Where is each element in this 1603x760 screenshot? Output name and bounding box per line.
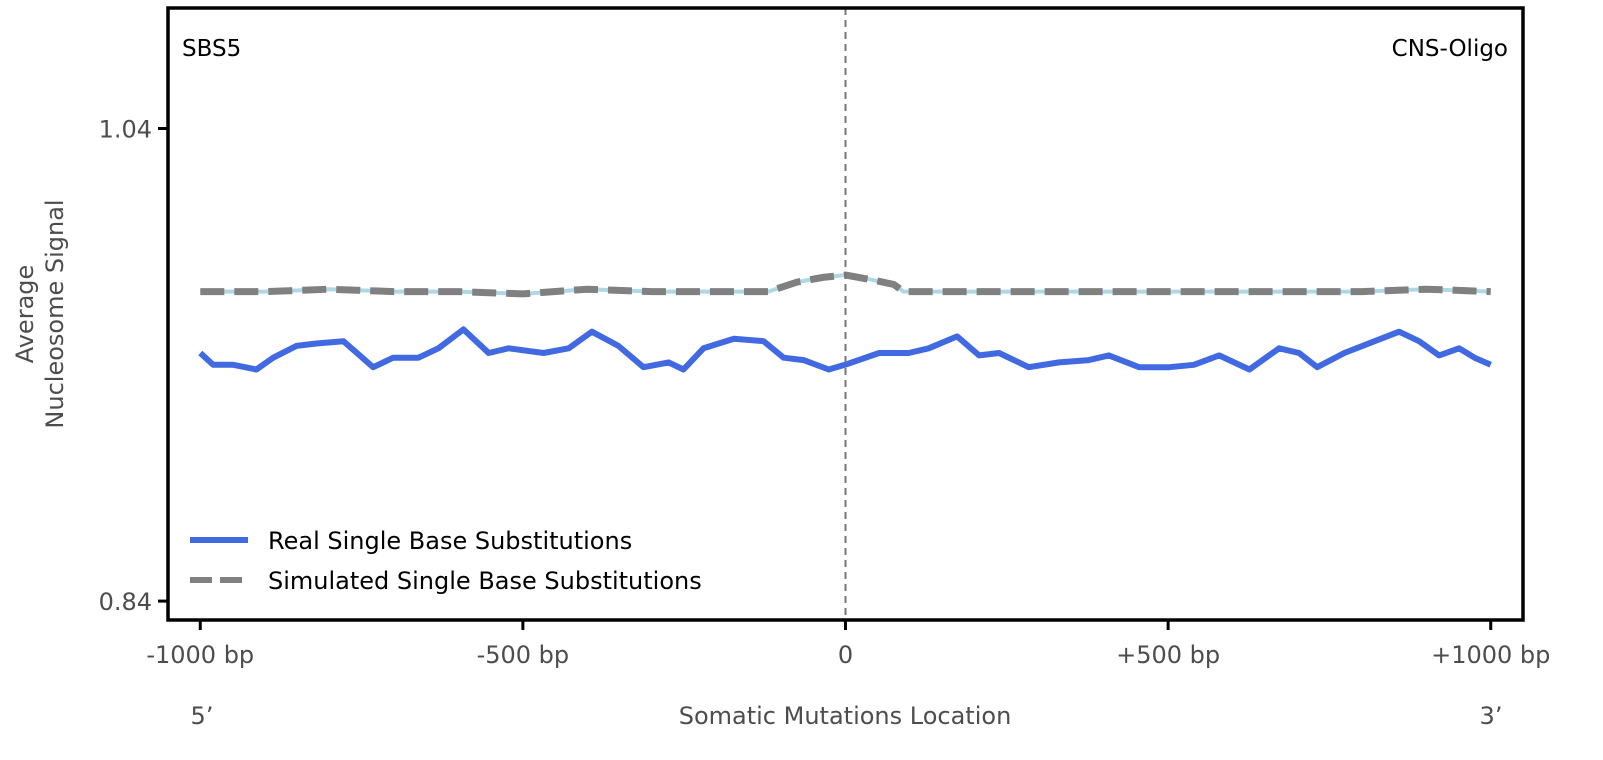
x-tick-label: +1000 bp [1431, 641, 1550, 669]
signature-label: SBS5 [182, 36, 241, 62]
x-tick-label: -1000 bp [146, 641, 254, 669]
x-tick-label: 0 [838, 641, 853, 669]
tissue-label: CNS-Oligo [1392, 36, 1508, 62]
y-tick-label: 1.04 [99, 116, 152, 144]
real-series-line [198, 326, 1492, 373]
y-tick-label: 0.84 [99, 588, 152, 616]
legend-label-simulated: Simulated Single Base Substitutions [268, 567, 702, 595]
legend-label-real: Real Single Base Substitutions [268, 527, 632, 555]
x-tick-label: +500 bp [1116, 641, 1220, 669]
y-axis-label-line2: Nucleosome Signal [41, 199, 69, 428]
y-axis-label-line1: Average [11, 265, 39, 364]
x-tick-label: -500 bp [477, 641, 570, 669]
three-prime-label: 3’ [1480, 702, 1503, 730]
five-prime-label: 5’ [191, 702, 214, 730]
legend: Real Single Base Substitutions Simulated… [190, 527, 702, 595]
x-axis-label: Somatic Mutations Location [679, 702, 1012, 730]
